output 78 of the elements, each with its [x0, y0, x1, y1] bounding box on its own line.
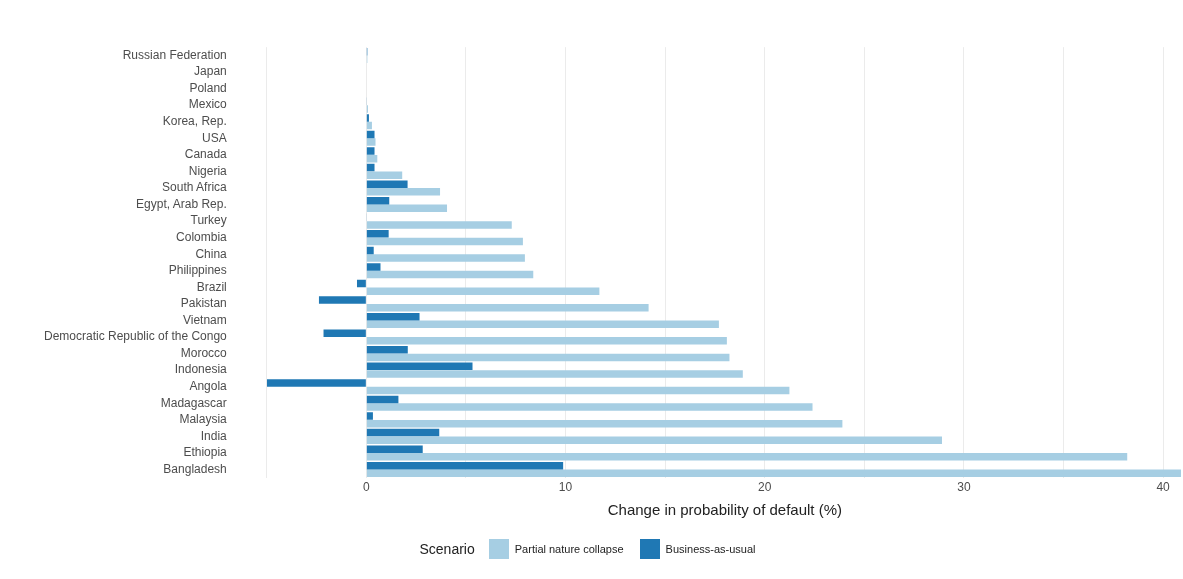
y-tick-label: Ethiopia — [183, 445, 228, 460]
y-tick-label: USA — [202, 130, 227, 145]
bar — [366, 147, 375, 155]
x-tick-label: 0 — [363, 480, 371, 495]
bar — [323, 329, 366, 337]
y-tick-label: Philippines — [168, 263, 227, 278]
y-tick-label: Russian Federation — [122, 47, 227, 62]
bar — [366, 221, 512, 229]
bar — [366, 270, 534, 279]
bar — [366, 171, 403, 179]
bar — [366, 237, 523, 246]
bar — [366, 386, 790, 395]
bar — [366, 353, 730, 362]
y-tick-label: South Africa — [162, 180, 228, 195]
y-tick-label: Indonesia — [174, 362, 228, 377]
bar — [366, 445, 423, 453]
bar — [366, 154, 378, 163]
y-tick-label: Mexico — [188, 97, 228, 112]
bar — [366, 362, 473, 371]
bar — [366, 370, 743, 378]
bar — [366, 320, 719, 329]
bar — [366, 436, 942, 444]
bar — [366, 254, 525, 262]
bar — [366, 163, 375, 172]
bar — [366, 138, 376, 146]
y-tick-label: Angola — [189, 379, 228, 394]
legend-title: Scenario — [419, 541, 475, 557]
bar — [366, 312, 420, 321]
bar — [366, 419, 843, 428]
y-tick-label: Poland — [189, 80, 227, 95]
bar — [356, 279, 366, 288]
bar — [366, 196, 390, 205]
x-tick-label: 40 — [1156, 480, 1171, 495]
bar — [318, 296, 366, 304]
y-tick-label: Pakistan — [180, 296, 227, 311]
bar — [366, 453, 1128, 461]
y-tick-label: Democratic Republic of the Congo — [43, 329, 228, 344]
y-tick-label: Brazil — [196, 279, 227, 294]
y-tick-label: China — [195, 246, 228, 261]
bar — [366, 428, 440, 437]
bar — [366, 287, 600, 295]
x-tick-label: 20 — [758, 480, 772, 495]
y-tick-label: Japan — [194, 64, 227, 79]
x-tick-label: 30 — [957, 480, 971, 495]
y-tick-label: Madagascar — [160, 395, 227, 410]
y-tick-label: Turkey — [190, 213, 227, 228]
y-tick-label: Morocco — [180, 345, 228, 360]
bar — [366, 188, 441, 196]
bar — [366, 114, 369, 122]
x-tick-label: 10 — [558, 480, 573, 495]
bar — [366, 403, 813, 411]
bar — [366, 469, 1182, 478]
bar — [366, 130, 375, 139]
bar — [366, 263, 381, 271]
y-tick-label: Korea, Rep. — [162, 114, 227, 129]
bar — [366, 346, 408, 354]
bar — [366, 230, 389, 238]
bar — [366, 180, 408, 188]
x-axis-title: Change in probability of default (%) — [607, 501, 843, 519]
y-tick-label: Nigeria — [188, 163, 228, 178]
bar — [366, 204, 448, 213]
bar — [366, 337, 727, 345]
bar — [266, 379, 366, 387]
y-tick-label: Bangladesh — [163, 461, 227, 476]
legend-label: Partial nature collapse — [514, 543, 624, 555]
y-tick-label: Vietnam — [182, 312, 227, 327]
y-tick-label: Malaysia — [179, 412, 228, 427]
bar — [366, 246, 374, 255]
bar — [366, 461, 564, 470]
y-tick-label: India — [200, 428, 228, 443]
y-tick-label: Canada — [184, 147, 228, 162]
bar — [366, 121, 372, 130]
legend-label: Business-as-usual — [665, 543, 756, 555]
y-tick-label: Colombia — [176, 229, 228, 244]
y-tick-label: Egypt, Arab Rep. — [136, 196, 227, 211]
bar — [366, 395, 399, 404]
bar — [366, 303, 649, 312]
bar — [366, 412, 373, 420]
